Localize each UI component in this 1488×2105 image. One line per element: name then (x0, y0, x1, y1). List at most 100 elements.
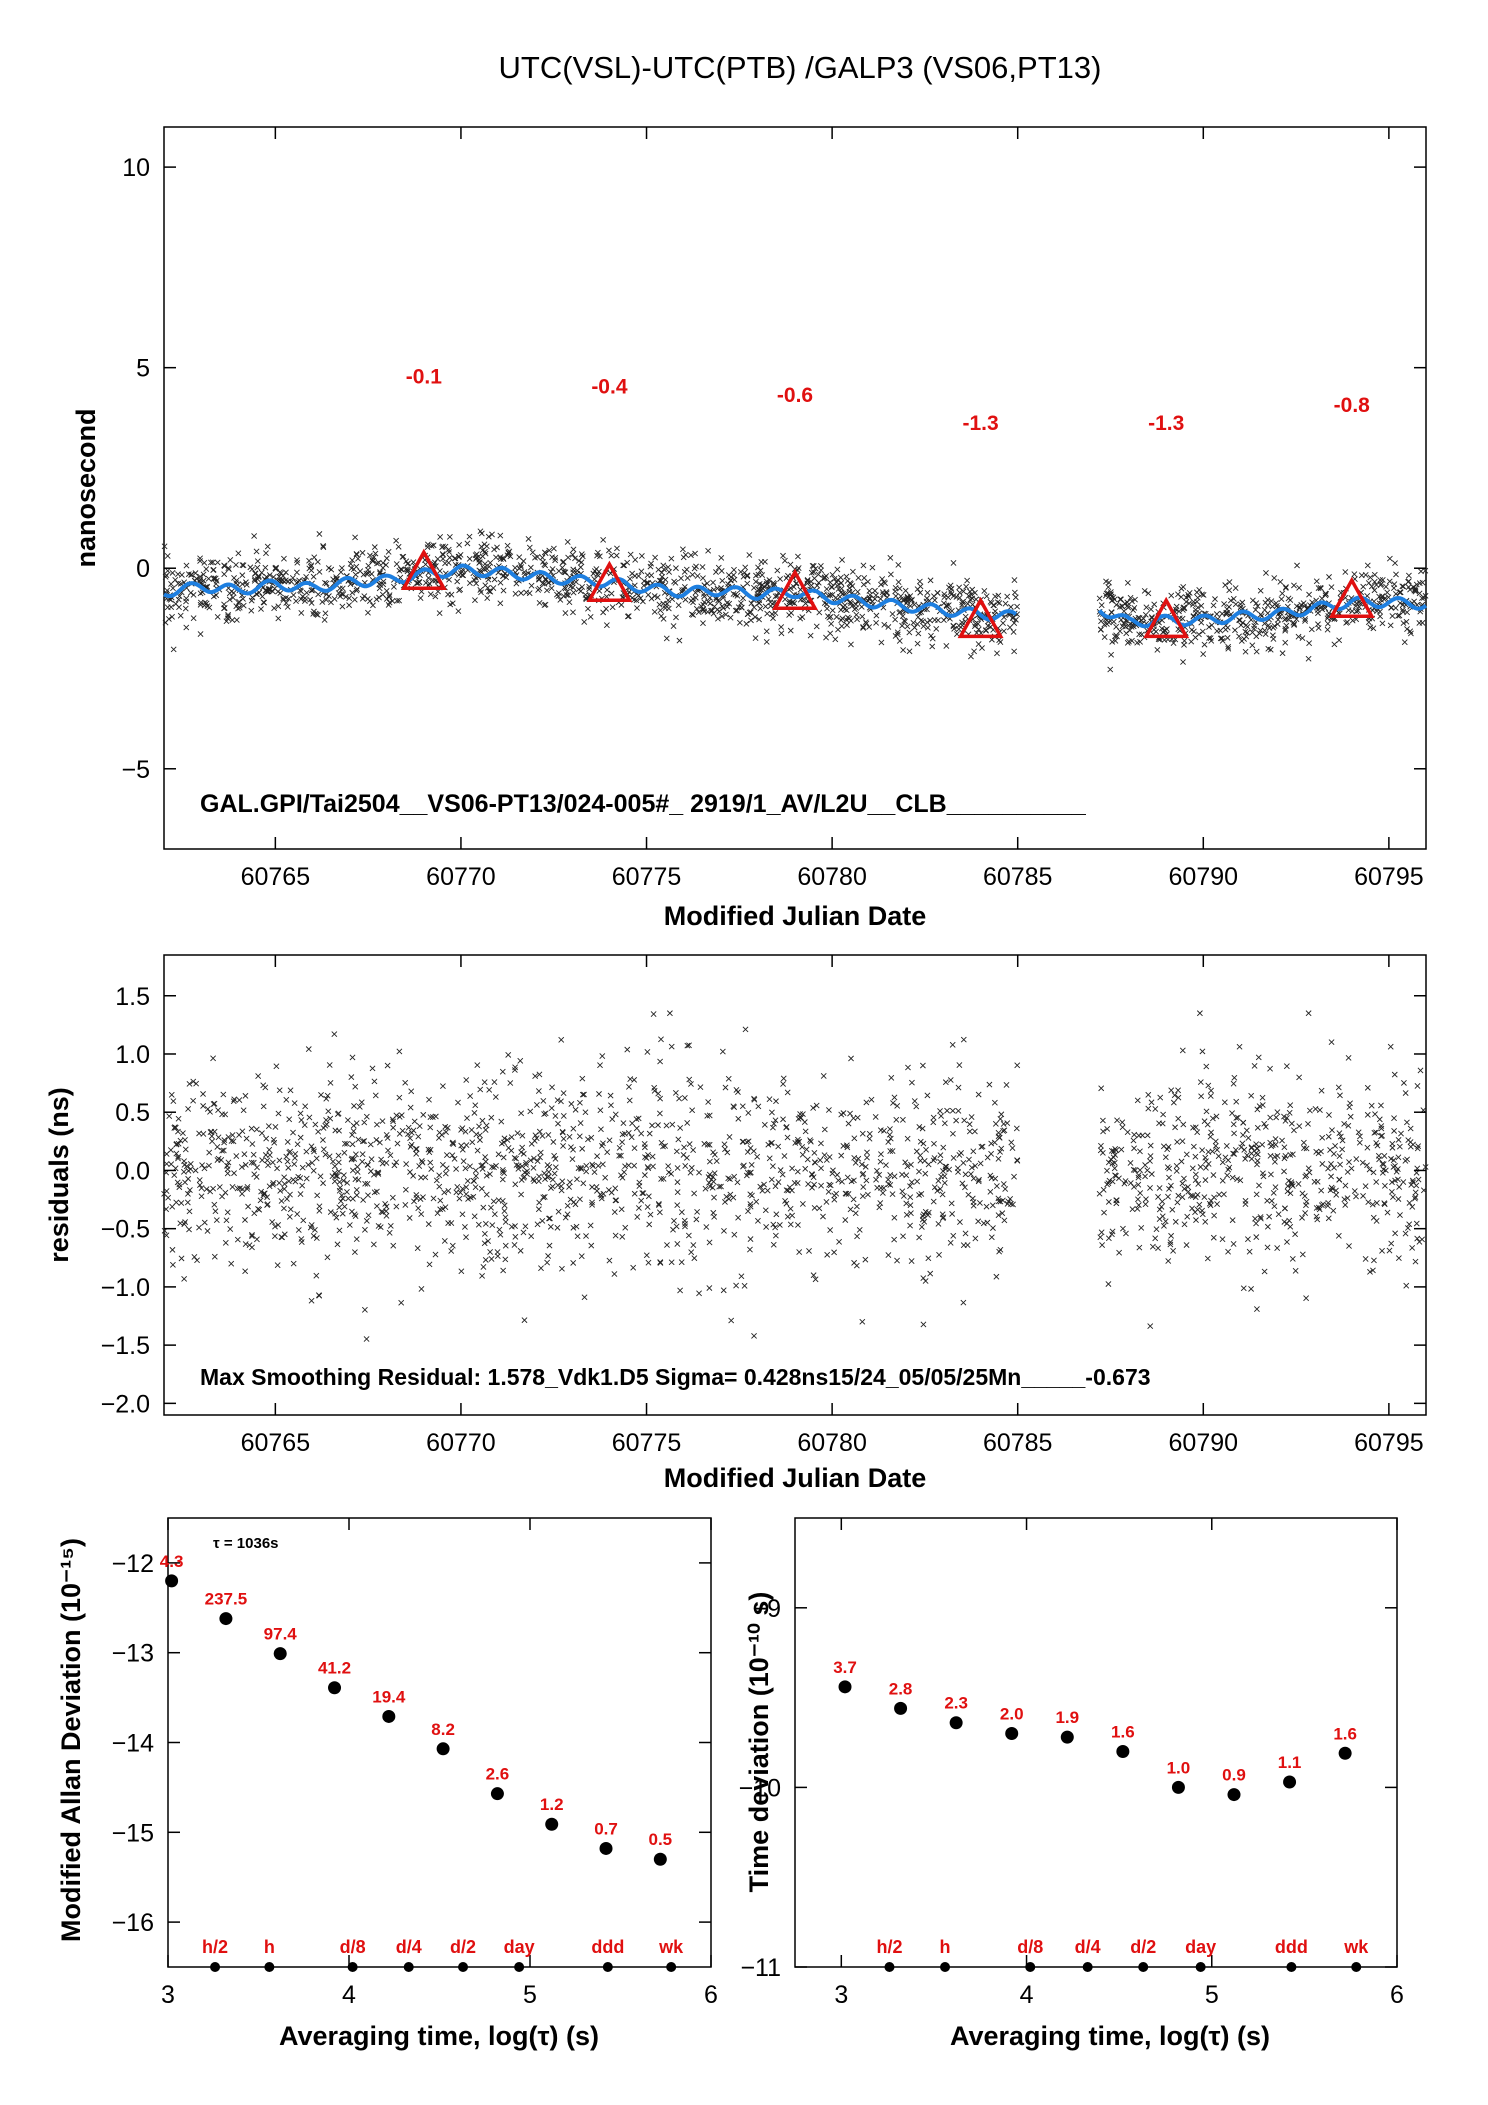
timeseries-raw-point (1222, 582, 1229, 589)
residuals-point (402, 1079, 409, 1086)
residuals-point (649, 1122, 655, 1129)
residuals-point (254, 1236, 260, 1243)
residuals-point (759, 1187, 766, 1194)
residuals-point (1253, 1306, 1260, 1312)
residuals-point (1170, 1247, 1177, 1254)
residuals-point (886, 1131, 893, 1138)
residuals-plot-frame (163, 954, 1427, 1416)
timeseries-raw-point (651, 593, 658, 600)
residuals-point (626, 1097, 633, 1104)
residuals-point (612, 1185, 619, 1192)
timeseries-raw-point (211, 576, 217, 583)
timeseries-raw-point (656, 577, 663, 584)
residuals-point (532, 1073, 539, 1080)
timeseries-raw-point (919, 618, 926, 625)
residuals-point (1395, 1196, 1402, 1202)
timeseries-raw-point (555, 568, 562, 574)
residuals-point (541, 1194, 548, 1200)
residuals-point (1286, 1217, 1293, 1224)
mdev-ytick-label: −14 (112, 1730, 155, 1758)
residuals-point (482, 1256, 489, 1263)
residuals-point (761, 1121, 768, 1128)
residuals-point (1345, 1054, 1352, 1061)
timeseries-raw-point (1118, 596, 1124, 603)
residuals-point (1214, 1146, 1221, 1153)
residuals-point (413, 1146, 420, 1152)
timeseries-raw-point (365, 570, 372, 577)
residuals-point (1284, 1188, 1291, 1195)
timeseries-raw-point (550, 545, 557, 552)
residuals-point (262, 1152, 269, 1158)
timeseries-raw-point (833, 614, 840, 620)
residuals-point (236, 1132, 242, 1138)
residuals-point (789, 1165, 796, 1172)
residuals-point (1180, 1121, 1187, 1128)
residuals-point (544, 1259, 551, 1266)
timeseries-raw-point (536, 575, 542, 582)
residuals-point (406, 1215, 413, 1221)
timeseries-raw-point (681, 568, 688, 575)
residuals-point (1231, 1150, 1238, 1157)
residuals-point (950, 1232, 957, 1239)
residuals-point (479, 1272, 486, 1279)
residuals-point (671, 1217, 677, 1224)
residuals-point (1359, 1159, 1366, 1166)
residuals-point (693, 1216, 700, 1223)
residuals-point (1201, 1118, 1208, 1125)
residuals-point (348, 1074, 355, 1081)
residuals-point (568, 1101, 575, 1107)
residuals-point (199, 1162, 206, 1169)
timeseries-raw-point (400, 553, 407, 560)
timeseries-raw-point (917, 589, 924, 596)
residuals-point (747, 1246, 753, 1253)
residuals-point (1362, 1255, 1369, 1262)
residuals-point (1181, 1175, 1187, 1182)
residuals-point (844, 1144, 851, 1151)
residuals-point (426, 1261, 433, 1268)
residuals-point (889, 1191, 896, 1198)
residuals-point (1414, 1082, 1421, 1089)
timeseries-raw-point (1210, 602, 1217, 609)
residuals-point (1347, 1113, 1354, 1120)
residuals-point (688, 1164, 695, 1171)
residuals-point (916, 1234, 923, 1241)
residuals-point (773, 1211, 780, 1218)
residuals-point (1202, 1164, 1209, 1171)
timeseries-raw-point (828, 620, 835, 627)
residuals-point (907, 1183, 913, 1190)
residuals-point (636, 1179, 643, 1186)
timeseries-raw-point (657, 607, 664, 614)
residuals-point (807, 1138, 814, 1145)
residuals-point (622, 1224, 629, 1231)
residuals-point (850, 1196, 857, 1203)
residuals-point (221, 1137, 228, 1144)
residuals-point (1144, 1132, 1151, 1139)
timeseries-raw-point (972, 620, 979, 627)
residuals-point (259, 1157, 266, 1164)
residuals-point (564, 1211, 571, 1218)
residuals-point (955, 1107, 962, 1114)
residuals-point (1351, 1188, 1358, 1194)
residuals-point (794, 1136, 801, 1143)
residuals-point (589, 1184, 595, 1191)
timeseries-raw-point (1193, 609, 1199, 616)
timeseries-raw-point (1193, 589, 1200, 596)
timeseries-raw-point (1295, 633, 1302, 640)
residuals-point (512, 1064, 519, 1071)
timeseries-raw-point (1212, 596, 1218, 603)
timeseries-raw-point (780, 552, 786, 559)
residuals-point (229, 1184, 236, 1190)
residuals-point (238, 1164, 245, 1170)
residuals-point (535, 1178, 542, 1185)
timeseries-raw-point (577, 588, 584, 595)
timeseries-raw-point (660, 600, 667, 607)
residuals-point (722, 1199, 728, 1205)
timeseries-raw-point (536, 599, 543, 606)
timeseries-raw-point (1401, 639, 1408, 646)
timeseries-raw-point (376, 581, 383, 588)
residuals-point (384, 1062, 391, 1069)
timeseries-raw-point (506, 548, 513, 555)
timeseries-raw-point (855, 574, 862, 581)
timeseries-raw-point (1326, 574, 1332, 580)
residuals-point (998, 1111, 1005, 1118)
